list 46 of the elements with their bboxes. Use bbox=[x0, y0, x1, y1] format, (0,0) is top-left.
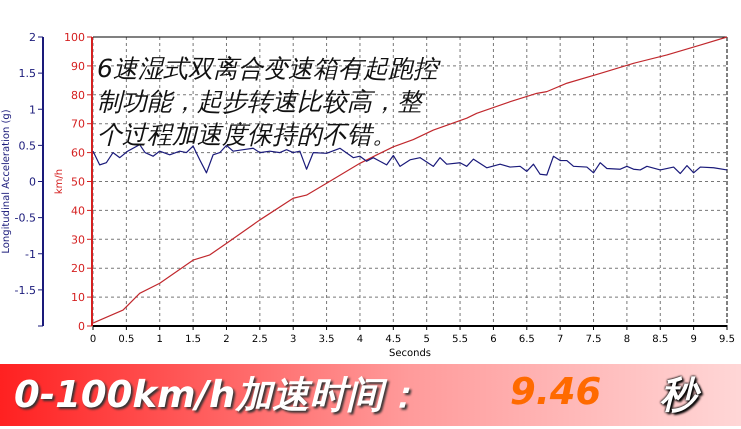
y2-tick-label: 30 bbox=[71, 233, 85, 246]
x-tick-label: 6.5 bbox=[518, 334, 535, 345]
x-tick-label: 3 bbox=[290, 334, 296, 345]
y-tick-label: 0.5 bbox=[18, 139, 36, 152]
x-tick-label: 0 bbox=[90, 334, 96, 345]
y-tick-label: 0 bbox=[29, 176, 36, 188]
y-tick-label: 1.5 bbox=[18, 67, 36, 80]
x-tick-label: 4 bbox=[356, 334, 364, 345]
x-tick-label: 6 bbox=[490, 334, 497, 345]
y2-axis-title: km/h bbox=[54, 168, 65, 194]
text: 0-100km/h加速时间： bbox=[14, 372, 420, 418]
x-tick-label: 2 bbox=[223, 334, 230, 345]
line-series bbox=[92, 36, 728, 324]
x-tick-label: 7.5 bbox=[586, 334, 602, 345]
y2-tick-label: 70 bbox=[71, 118, 85, 131]
x-tick-label: 5.5 bbox=[452, 334, 468, 345]
text: 9.46 bbox=[510, 370, 602, 413]
annotation: 6速湿式双离合变速箱有起跑控制功能，起步转速比较高，整个过程加速度保持的不错。 bbox=[97, 53, 442, 151]
x-tick-label: 5 bbox=[423, 334, 430, 345]
y-tick-label: -1 bbox=[25, 248, 36, 261]
x-tick-label: 2.5 bbox=[252, 334, 268, 345]
y2-tick-label: 100 bbox=[64, 31, 85, 44]
y-tick-label: 1 bbox=[29, 103, 36, 116]
x-tick-label: 8 bbox=[624, 334, 630, 345]
y2-tick-label: 0 bbox=[78, 320, 85, 333]
y2-tick-label: 90 bbox=[71, 60, 85, 73]
y2-tick-label: 60 bbox=[71, 146, 85, 160]
x-tick-label: 1.5 bbox=[185, 334, 202, 345]
x-tick-label: 3.5 bbox=[318, 334, 335, 345]
x-tick-label: 1 bbox=[156, 334, 163, 345]
x-axis-title: Seconds bbox=[388, 348, 432, 359]
x-tick-label: 4.5 bbox=[385, 334, 402, 345]
x-tick-label: 9.5 bbox=[719, 334, 735, 345]
y2-tick-label: 10 bbox=[71, 291, 85, 304]
y-tick-label: 2 bbox=[29, 31, 36, 44]
y-axis-title: Longitudinal Acceleration (g) bbox=[1, 109, 12, 254]
y-tick-label: -0.5 bbox=[14, 212, 36, 225]
y2-tick-label: 40 bbox=[71, 204, 85, 218]
y2-tick-label: 80 bbox=[71, 88, 85, 102]
y2-tick-label: 50 bbox=[71, 176, 85, 188]
x-tick-label: 7 bbox=[556, 334, 564, 345]
x-tick-label: 9 bbox=[690, 334, 697, 345]
y2-tick-label: 20 bbox=[71, 262, 85, 276]
x-tick-label: 8.5 bbox=[652, 334, 668, 345]
x-tick-label: 0.5 bbox=[118, 334, 134, 345]
y-tick-label: -1.5 bbox=[14, 284, 36, 297]
